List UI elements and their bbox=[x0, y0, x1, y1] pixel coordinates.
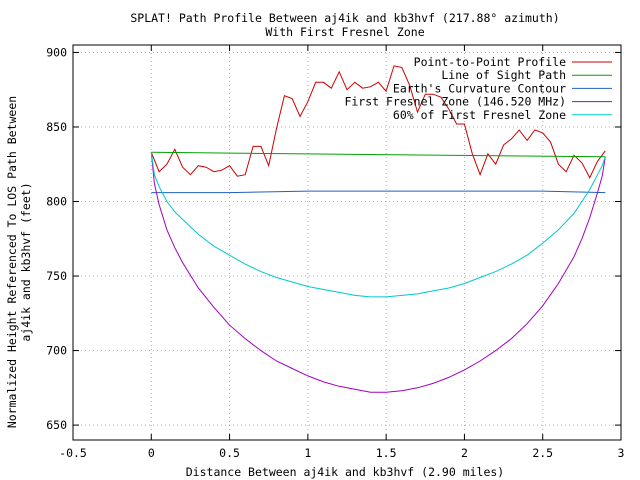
y-axis-label-line2: aj4ik and kb3hvf (feet) bbox=[19, 182, 33, 341]
y-tick-label: 700 bbox=[46, 344, 67, 358]
legend-label: 60% of First Fresnel Zone bbox=[393, 108, 566, 122]
x-tick-label: 3 bbox=[618, 446, 625, 460]
series-line-0 bbox=[150, 65, 606, 179]
x-tick-label: 0 bbox=[148, 446, 155, 460]
y-tick-label: 900 bbox=[46, 45, 67, 59]
series-line-4 bbox=[150, 152, 606, 298]
x-axis-label: Distance Between aj4ik and kb3hvf (2.90 … bbox=[186, 465, 505, 479]
y-tick-label: 650 bbox=[46, 418, 67, 432]
x-tick-label: 1.5 bbox=[376, 446, 397, 460]
chart-title: SPLAT! Path Profile Between aj4ik and kb… bbox=[130, 11, 559, 25]
legend-label: First Fresnel Zone (146.520 MHz) bbox=[344, 95, 566, 109]
grid bbox=[73, 45, 621, 440]
plot-frame bbox=[72, 44, 622, 441]
legend-label: Point-to-Point Profile bbox=[414, 55, 566, 69]
axis-ticks: -0.5 0 0.5 1 1.5 2 2.5 3 650 700 750 800 850 900 bbox=[46, 45, 625, 460]
x-tick-label: -0.5 bbox=[59, 446, 87, 460]
y-tick-label: 750 bbox=[46, 269, 67, 283]
series-layer bbox=[150, 65, 606, 393]
x-tick-label: 0.5 bbox=[219, 446, 240, 460]
series-line-1 bbox=[151, 151, 606, 158]
x-tick-label: 1 bbox=[304, 446, 311, 460]
legend-label: Line of Sight Path bbox=[441, 68, 566, 82]
y-tick-label: 850 bbox=[46, 120, 67, 134]
y-axis-label-line1: Normalized Height Referenced To LOS Path… bbox=[5, 96, 19, 428]
series-line-3 bbox=[150, 152, 606, 393]
y-tick-label: 800 bbox=[46, 195, 67, 209]
legend-label: Earth's Curvature Contour bbox=[393, 81, 566, 95]
x-tick-label: 2.5 bbox=[532, 446, 553, 460]
chart-subtitle: With First Fresnel Zone bbox=[265, 25, 424, 39]
series-line-2 bbox=[151, 190, 606, 194]
x-tick-label: 2 bbox=[461, 446, 468, 460]
